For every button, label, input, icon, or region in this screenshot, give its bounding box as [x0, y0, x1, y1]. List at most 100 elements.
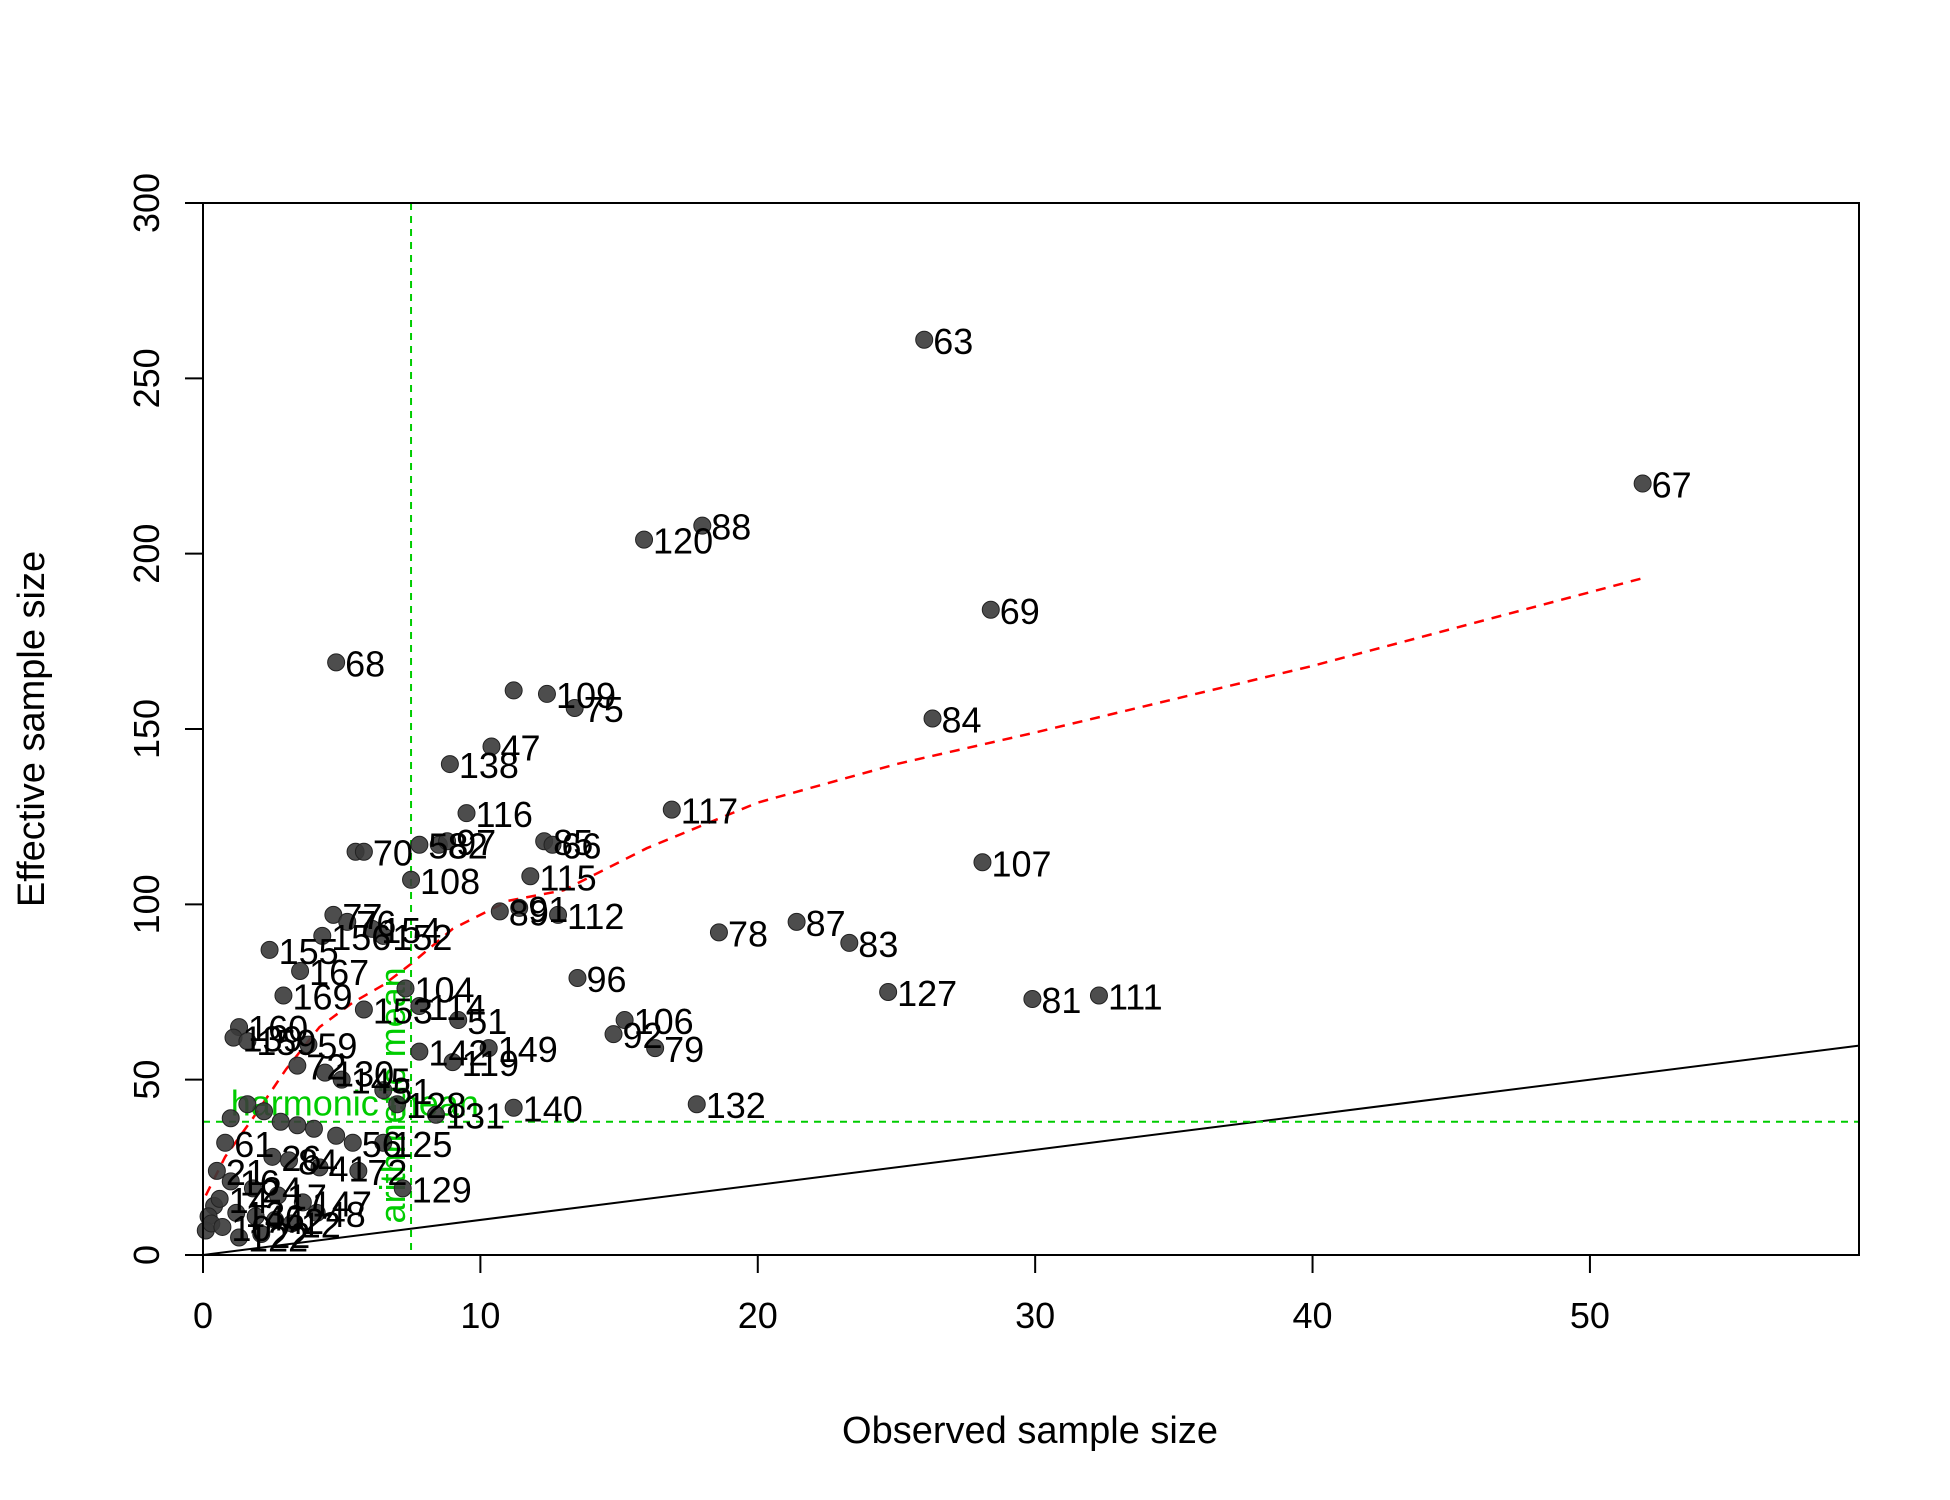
data-point: [327, 1126, 346, 1145]
point-label: 42: [284, 1201, 324, 1242]
point-label: 147: [312, 1183, 372, 1224]
point-label: 67: [1652, 465, 1692, 506]
point-label: 61: [234, 1124, 274, 1165]
data-point: [1633, 474, 1652, 493]
data-point: [396, 979, 415, 998]
point-label: 13: [245, 1194, 285, 1235]
point-label: 81: [1041, 980, 1081, 1021]
point-label: 112: [567, 896, 624, 937]
point-label: 153: [373, 991, 433, 1032]
data-point: [282, 1214, 301, 1233]
point-label: 152: [392, 917, 452, 958]
point-label: 169: [292, 977, 352, 1018]
data-point: [374, 1081, 393, 1100]
point-label: 56: [362, 1124, 402, 1165]
point-label: 59: [317, 1026, 357, 1067]
data-point: [646, 1039, 665, 1058]
data-point: [410, 835, 429, 854]
data-point: [313, 926, 332, 945]
data-point: [402, 870, 421, 889]
point-label: 149: [498, 1029, 558, 1070]
point-label: 24: [262, 1169, 302, 1210]
y-axis-title: Effective sample size: [11, 551, 53, 907]
data-point: [288, 1116, 307, 1135]
point-label: 108: [420, 861, 480, 902]
point-label: 167: [309, 952, 369, 993]
point-label: 76: [356, 903, 396, 944]
data-point: [427, 1105, 446, 1124]
point-label: 139: [243, 1019, 303, 1060]
data-point: [490, 902, 509, 921]
point-label: 91: [528, 889, 568, 930]
data-point: [227, 1203, 246, 1222]
data-point: [543, 835, 562, 854]
data-point: [438, 832, 457, 851]
data-point: [565, 698, 584, 717]
data-point: [210, 1189, 229, 1208]
point-label: 122: [248, 1218, 308, 1259]
point-label: 51: [467, 1001, 507, 1042]
point-label: 119: [462, 1043, 519, 1084]
point-label: 125: [392, 1124, 452, 1165]
point-label: 128: [406, 1085, 466, 1126]
data-point: [687, 1095, 706, 1114]
data-point: [332, 1070, 351, 1089]
data-point: [510, 898, 529, 917]
point-label: 87: [806, 903, 846, 944]
data-point: [354, 842, 373, 861]
data-point: [243, 1179, 262, 1198]
point-label: 69: [1000, 591, 1040, 632]
point-label: 63: [933, 321, 973, 362]
point-label: 72: [367, 1152, 407, 1193]
x-tick-label: 40: [1293, 1295, 1333, 1336]
y-tick-label: 0: [126, 1245, 167, 1265]
point-label: 84: [942, 699, 982, 740]
point-label: 96: [586, 959, 626, 1000]
data-point: [299, 1035, 318, 1054]
point-label: 131: [445, 1096, 505, 1137]
point-label: 70: [373, 833, 413, 874]
data-point: [255, 1102, 274, 1121]
data-point: [709, 923, 728, 942]
point-label: 77: [342, 896, 382, 937]
data-point: [693, 516, 712, 535]
data-point: [479, 1039, 498, 1058]
data-point: [374, 1133, 393, 1152]
data-point: [230, 1228, 249, 1247]
point-label: 46: [265, 1197, 305, 1238]
data-point: [213, 1217, 232, 1236]
data-point: [604, 1025, 623, 1044]
smoother-line: [204, 576, 1643, 1196]
data-point: [252, 1224, 271, 1243]
data-point: [374, 926, 393, 945]
data-point: [1023, 990, 1042, 1009]
x-tick-label: 0: [193, 1295, 213, 1336]
point-label: 145: [351, 1061, 411, 1102]
point-label: 138: [459, 745, 519, 786]
point-label: 21: [226, 1152, 266, 1193]
point-label: 111: [1108, 977, 1163, 1018]
identity-line: [202, 1044, 1860, 1256]
data-point: [260, 940, 279, 959]
point-label: 97: [456, 822, 496, 863]
point-label: 106: [634, 1001, 694, 1042]
data-point: [457, 804, 476, 823]
point-label: 142: [428, 1033, 488, 1074]
data-point: [349, 1161, 368, 1180]
point-label: 10: [231, 1208, 271, 1249]
data-point: [288, 1056, 307, 1075]
point-label: 107: [991, 843, 1051, 884]
point-label: 78: [728, 913, 768, 954]
point-label: 84: [298, 1141, 338, 1182]
data-point: [787, 912, 806, 931]
point-label: 160: [248, 1008, 308, 1049]
data-point: [568, 968, 587, 987]
point-label: 104: [414, 969, 474, 1010]
y-tick-label: 200: [126, 524, 167, 584]
point-label: 88: [711, 507, 751, 548]
point-label: 120: [653, 521, 713, 562]
data-point: [279, 1151, 298, 1170]
data-point: [504, 681, 523, 700]
